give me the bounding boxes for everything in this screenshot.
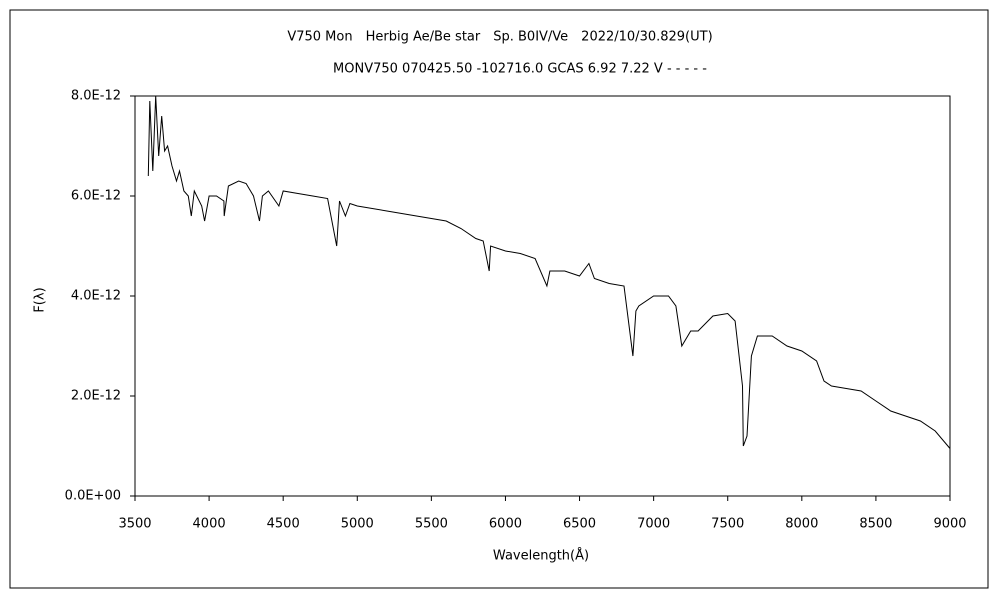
spectrum-line [147,95,951,449]
x-tick-label: 9000 [933,517,966,532]
chart-subtitle: MONV750 070425.50 -102716.0 GCAS 6.92 7.… [333,62,707,77]
x-tick-label: 8000 [785,517,818,532]
x-tick-label: 5000 [341,517,374,532]
y-tick-label: 6.0E-12 [71,189,121,204]
x-tick-label: 5500 [415,517,448,532]
y-tick-label: 8.0E-12 [71,89,121,104]
plot-area [134,95,951,497]
y-tick-label: 4.0E-12 [71,289,121,304]
x-tick-label: 3500 [118,517,151,532]
x-tick-label: 6500 [563,517,596,532]
x-tick-label: 7500 [711,517,744,532]
y-tick-label: 2.0E-12 [71,389,121,404]
x-tick-label: 4000 [193,517,226,532]
x-axis-label: Wavelength(Å) [493,548,589,564]
x-tick-label: 6000 [489,517,522,532]
x-tick-label: 8500 [859,517,892,532]
y-axis-label: F(λ) [33,287,48,312]
x-tick-label: 4500 [267,517,300,532]
x-tick-label: 7000 [637,517,670,532]
chart-title: V750 Mon Herbig Ae/Be star Sp. B0IV/Ve 2… [287,30,712,45]
frame [9,9,989,589]
y-tick-label: 0.0E+00 [65,489,121,504]
